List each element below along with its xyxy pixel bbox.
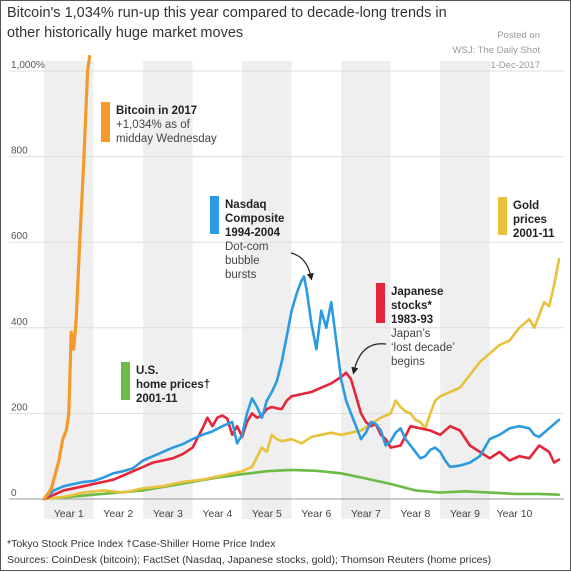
series-line-gold — [42, 258, 561, 501]
label-text-home: 2001-11 — [136, 393, 178, 405]
year-band — [440, 61, 490, 519]
y-tick-label: 1,000% — [11, 60, 45, 71]
label-text-japan: ‘lost decade’ — [391, 342, 455, 354]
label-text-japan: 1983-93 — [391, 314, 433, 326]
label-swatch-gold — [498, 197, 507, 235]
x-tick-label: Year 8 — [400, 508, 430, 520]
y-tick-label: 800 — [11, 146, 28, 157]
label-text-bitcoin: Bitcoin in 2017 — [116, 105, 197, 117]
label-text-japan: Japanese — [391, 286, 443, 298]
label-text-nasdaq: bubble — [225, 255, 260, 267]
footnotes: *Tokyo Stock Price Index †Case-Shiller H… — [7, 536, 491, 568]
label-text-nasdaq: bursts — [225, 269, 257, 281]
x-tick-label: Year 7 — [351, 508, 381, 520]
y-tick-label: 400 — [11, 317, 28, 328]
label-swatch-nasdaq — [210, 196, 219, 234]
label-text-bitcoin: midday Wednesday — [116, 133, 217, 145]
label-text-japan: Japan’s — [391, 328, 431, 340]
label-text-japan: stocks* — [391, 300, 432, 312]
label-swatch-japan — [376, 283, 385, 323]
label-text-japan: begins — [391, 356, 425, 368]
footnote-symbols: *Tokyo Stock Price Index †Case-Shiller H… — [7, 538, 276, 550]
y-tick-label: 200 — [11, 402, 28, 413]
y-tick-label: 600 — [11, 231, 28, 242]
x-tick-label: Year 3 — [153, 508, 183, 520]
nasdaq-arrow — [290, 252, 314, 281]
label-text-nasdaq: Nasdaq — [225, 199, 267, 211]
label-swatch-home — [121, 362, 130, 400]
posted-source: WSJ: The Daily Shot — [452, 45, 540, 56]
footnote-sources: Sources: CoinDesk (bitcoin); FactSet (Na… — [7, 554, 492, 566]
chart-title: Bitcoin's 1,034% run-up this year compar… — [7, 5, 447, 41]
series-labels: Bitcoin in 2017 +1,034% as of midday Wedne… — [101, 102, 555, 405]
series-line-bitcoin — [42, 54, 92, 501]
label-text-gold: Gold — [513, 200, 539, 212]
series-line-nasdaq — [42, 275, 561, 501]
label-text-gold: prices — [513, 214, 547, 226]
label-text-bitcoin: +1,034% as of — [116, 119, 191, 131]
x-axis-ticks: Year 1 Year 2 Year 3 Year 4 Year 5 Year 6 Year… — [54, 508, 533, 520]
posted-date: 01-Dec-2017 — [485, 60, 540, 71]
series-line-japan — [42, 371, 561, 501]
year-band — [242, 61, 292, 519]
label-swatch-bitcoin — [101, 102, 110, 142]
x-tick-label: Year 5 — [252, 508, 282, 520]
x-tick-label: Year 6 — [301, 508, 331, 520]
label-text-home: U.S. — [136, 365, 158, 377]
annotation-arrows — [290, 252, 387, 375]
gridlines — [9, 70, 564, 500]
x-tick-label: Year 9 — [450, 508, 480, 520]
posted-label: Posted on — [497, 30, 540, 41]
x-tick-label: Year 4 — [202, 508, 232, 520]
label-text-gold: 2001-11 — [513, 228, 555, 240]
x-tick-label: Year 2 — [103, 508, 133, 520]
y-axis-ticks: 0 200 400 600 800 1,000% — [11, 60, 45, 499]
x-tick-label: Year 1 — [54, 508, 84, 520]
japan-arrow — [351, 343, 387, 375]
label-text-nasdaq: 1994-2004 — [225, 227, 281, 239]
posted-info: Posted on WSJ: The Daily Shot 01-Dec-201… — [453, 28, 540, 73]
y-tick-label: 0 — [11, 488, 17, 499]
label-text-nasdaq: Dot-com — [225, 241, 268, 253]
label-text-home: home prices† — [136, 379, 210, 391]
label-text-nasdaq: Composite — [225, 213, 284, 225]
x-tick-label: Year 10 — [497, 508, 533, 520]
series-lines — [42, 54, 561, 501]
